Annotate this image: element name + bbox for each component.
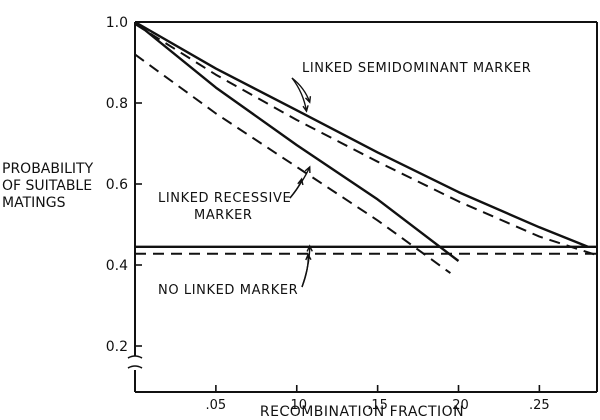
x-tick-label: .10 <box>286 398 307 413</box>
semidominant-annotation: LINKED SEMIDOMINANT MARKER <box>291 61 531 113</box>
plot-frame <box>127 21 598 393</box>
y-axis-label-line-3: MATINGS <box>2 195 66 211</box>
annotation-arrowhead <box>297 177 304 186</box>
no-marker-annotation-text: NO LINKED MARKER <box>158 283 298 298</box>
y-tick-label: 1.0 <box>106 15 128 31</box>
annotation-arrowhead <box>304 165 311 174</box>
ticks: 0.2 0.4 0.6 0.8 1.0 .05 .10 .15 .20 .25 <box>106 15 550 413</box>
y-tick-label: 0.2 <box>106 339 128 355</box>
annotation-arrow <box>301 245 311 288</box>
annotation-arrowhead <box>306 244 313 252</box>
semidominant-annotation-text: LINKED SEMIDOMINANT MARKER <box>302 61 531 76</box>
axis-break-mark <box>127 355 143 369</box>
y-axis-label-line-1: PROBABILITY <box>2 161 94 177</box>
y-tick-label: 0.8 <box>106 96 128 112</box>
x-tick-label: .25 <box>529 398 550 413</box>
recessive-annotation-text: MARKER <box>194 208 253 223</box>
annotation-arrowhead <box>304 96 312 104</box>
annotation-arrowhead <box>305 252 312 261</box>
x-tick-label: .15 <box>367 398 388 413</box>
annotation-arrow <box>301 254 309 288</box>
recessive-annotation-text: LINKED RECESSIVE <box>158 191 291 206</box>
x-axis-label: RECOMBINATION FRACTION <box>260 404 464 420</box>
y-axis-label-line-2: OF SUITABLE <box>2 178 92 194</box>
annotation-arrowhead <box>302 105 309 113</box>
y-tick-label: 0.4 <box>106 258 128 274</box>
recessive-solid-line <box>134 21 460 262</box>
x-tick-label: .20 <box>448 398 469 413</box>
recessive-annotation: LINKED RECESSIVE MARKER <box>158 165 311 223</box>
no-marker-annotation: NO LINKED MARKER <box>158 244 313 298</box>
series-layer <box>134 20 597 274</box>
y-tick-label: 0.6 <box>106 177 128 193</box>
semidominant-solid-line <box>134 20 589 248</box>
semidominant-dashed-line <box>134 23 597 256</box>
x-tick-label: .05 <box>206 398 227 413</box>
annotations: LINKED SEMIDOMINANT MARKER LINKED RECESSI… <box>158 61 531 298</box>
annotation-arrow <box>291 77 308 112</box>
